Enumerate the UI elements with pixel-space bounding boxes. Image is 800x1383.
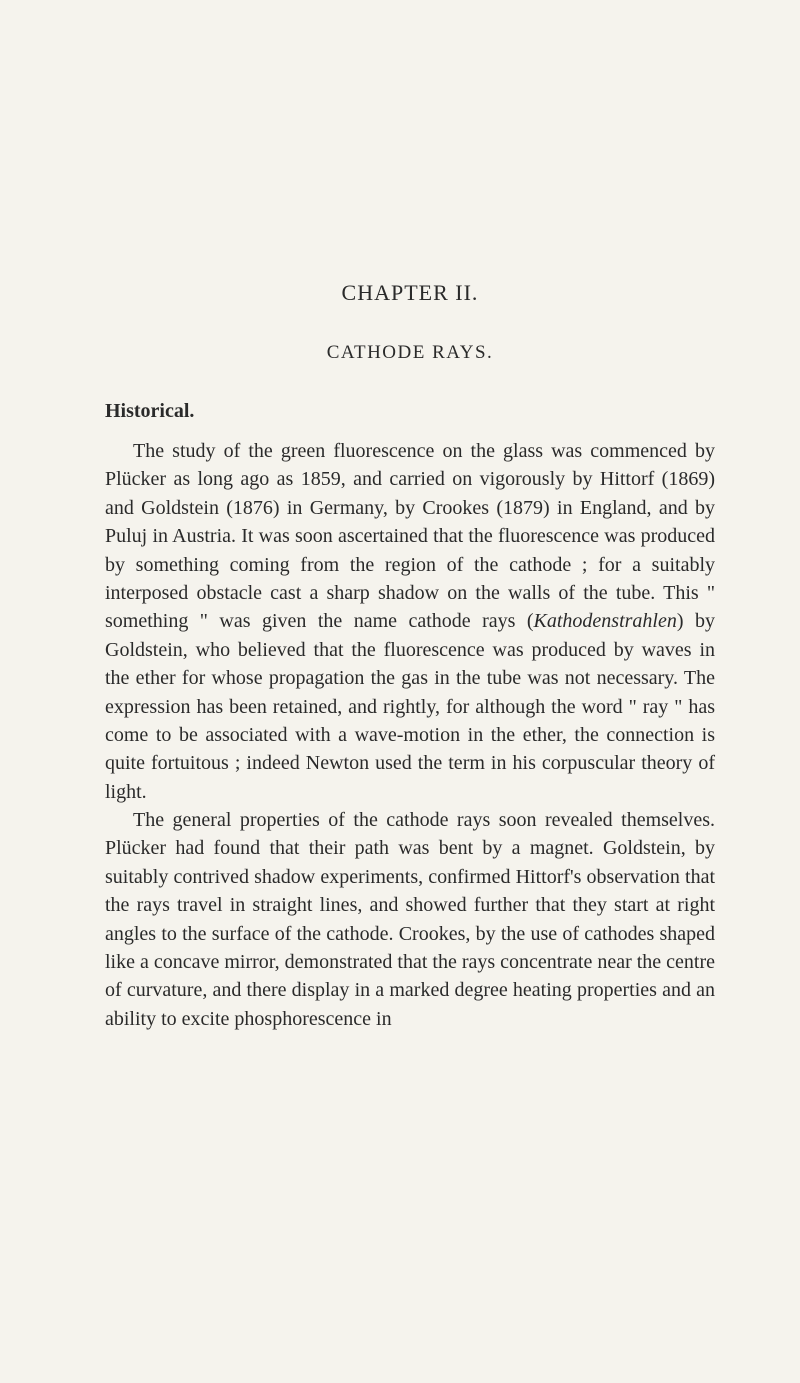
section-heading: Historical. (105, 400, 715, 423)
paragraph-2: The general properties of the cathode ra… (105, 806, 715, 1033)
paragraph-1-italic: Kathodenstrahlen (534, 610, 677, 632)
paragraph-1-part2: ) by Goldstein, who believed that the fl… (105, 610, 715, 802)
chapter-subtitle: CATHODE RAYS. (105, 342, 715, 364)
paragraph-1-part1: The study of the green fluorescence on t… (105, 440, 715, 632)
chapter-title: CHAPTER II. (105, 280, 715, 306)
paragraph-1: The study of the green fluorescence on t… (105, 437, 715, 806)
